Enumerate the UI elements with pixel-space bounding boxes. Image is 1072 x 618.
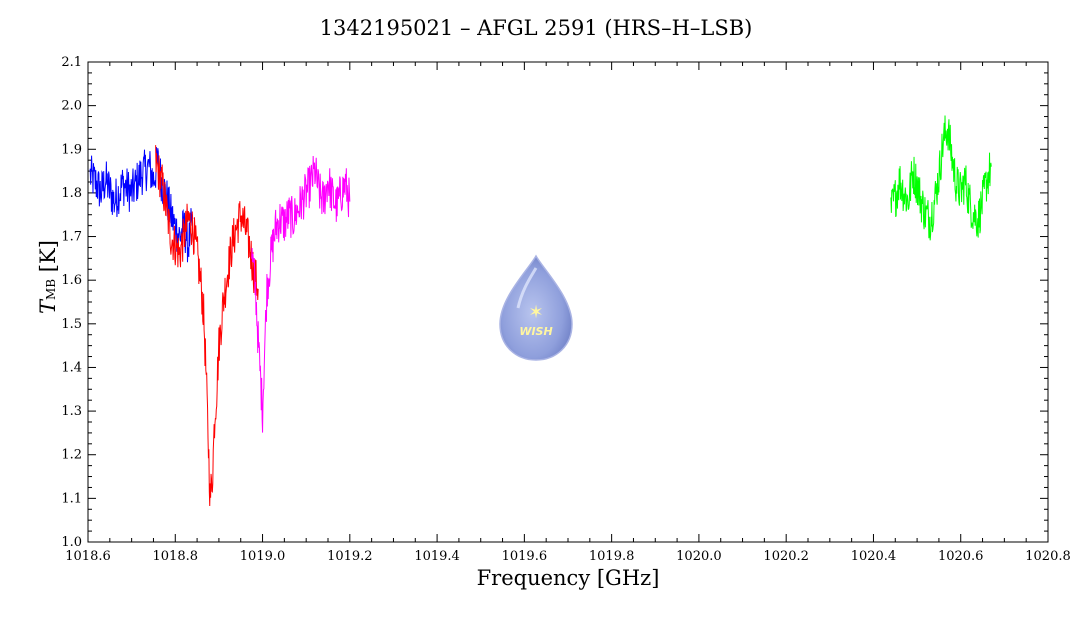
y-tick-label: 1.1 xyxy=(61,491,82,506)
y-axis-label-unit: [K] xyxy=(36,240,60,273)
x-tick-label: 1020.8 xyxy=(1025,549,1071,564)
x-tick-label: 1019.6 xyxy=(502,549,548,564)
plot-frame xyxy=(87,61,1049,543)
x-tick-label: 1019.0 xyxy=(240,549,286,564)
x-tick-label: 1020.4 xyxy=(851,549,897,564)
star-icon: ✶ xyxy=(528,302,543,323)
x-tick-label: 1020.0 xyxy=(676,549,722,564)
y-tick-label: 1.2 xyxy=(61,448,82,463)
y-axis-label-main: T xyxy=(36,299,60,314)
y-tick-label: 1.8 xyxy=(61,186,82,201)
y-tick-label: 1.9 xyxy=(61,142,82,157)
series-line-2 xyxy=(251,156,351,433)
y-axis-label: TMB [K] xyxy=(36,240,60,314)
x-tick-label: 1018.6 xyxy=(65,549,111,564)
y-tick-label: 1.5 xyxy=(61,317,82,332)
ticks-layer: 1018.6 1018.8 1019.0 1019.2 1019.4 1019.6 1019… xyxy=(61,55,1070,564)
x-tick-label: 1020.6 xyxy=(938,549,984,564)
series-line-1 xyxy=(155,145,259,506)
x-axis-label: Frequency [GHz] xyxy=(476,566,660,590)
y-tick-label: 1.4 xyxy=(61,360,82,375)
series-layer xyxy=(89,115,992,506)
logo-text: WISH xyxy=(519,325,552,338)
x-tick-label: 1018.8 xyxy=(153,549,199,564)
chart-title: 1342195021 – AFGL 2591 (HRS–H–LSB) xyxy=(319,16,753,40)
y-tick-label: 1.6 xyxy=(61,273,82,288)
y-tick-label: 2.1 xyxy=(61,55,82,70)
y-tick-label: 2.0 xyxy=(61,99,82,114)
y-tick-label: 1.0 xyxy=(61,535,82,550)
y-tick-label: 1.3 xyxy=(61,404,82,419)
x-tick-label: 1019.4 xyxy=(414,549,460,564)
drop-icon xyxy=(499,254,573,361)
x-tick-label: 1019.2 xyxy=(327,549,373,564)
y-tick-label: 1.7 xyxy=(61,230,82,245)
y-axis-label-sub: MB xyxy=(44,278,58,300)
series-line-3 xyxy=(890,115,992,241)
x-tick-label: 1020.2 xyxy=(763,549,809,564)
wish-logo: ✶ WISH xyxy=(499,254,573,361)
x-tick-label: 1019.8 xyxy=(589,549,635,564)
